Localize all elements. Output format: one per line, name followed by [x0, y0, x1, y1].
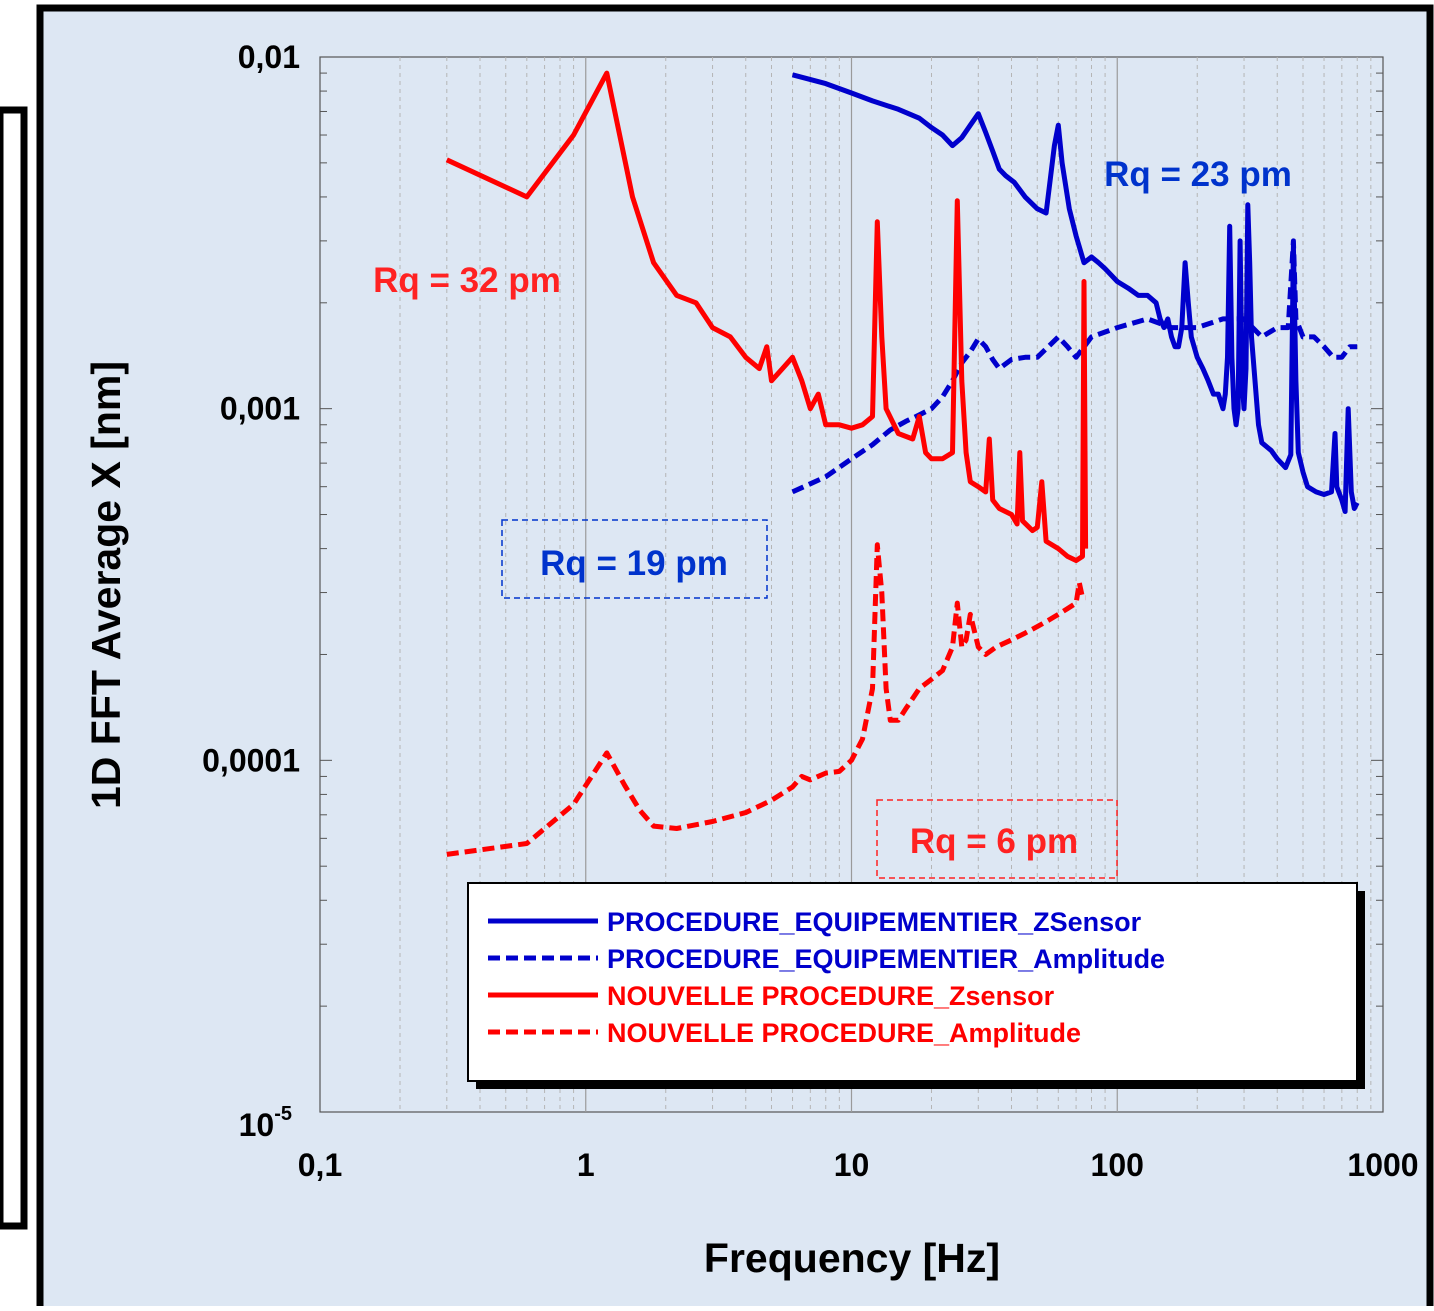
legend-box: [467, 882, 1358, 1082]
left-panel-fragment: [0, 106, 28, 1230]
minor-ticks: [320, 72, 1383, 1113]
x-tick-label: 10: [834, 1147, 870, 1183]
x-tick-label: 100: [1091, 1147, 1144, 1183]
y-tick-label: 10-5: [239, 1103, 292, 1143]
annotation-label: Rq = 32 pm: [373, 261, 561, 300]
legend-label: PROCEDURE_EQUIPEMENTIER_Amplitude: [607, 944, 1165, 974]
annotation-box: [501, 519, 768, 599]
annotation-label: Rq = 19 pm: [540, 544, 728, 583]
x-tick-label: 0,1: [298, 1147, 342, 1183]
legend: PROCEDURE_EQUIPEMENTIER_ZSensor PROCEDURE…: [488, 907, 1165, 1048]
series-line-3: [446, 542, 1086, 857]
legend-label: PROCEDURE_EQUIPEMENTIER_ZSensor: [607, 907, 1142, 937]
y-tick-label: 0,001: [220, 391, 300, 427]
x-tick-label: 1000: [1347, 1147, 1418, 1183]
y-tick-labels: 0,01 0,001 0,0001 10-5: [202, 39, 300, 1143]
y-tick-label: 0,01: [238, 39, 300, 75]
y-axis-label: 1D FFT Average X [nm]: [83, 361, 129, 809]
legend-label: NOUVELLE PROCEDURE_Zsensor: [607, 981, 1055, 1011]
y-tick-label: 0,0001: [202, 742, 300, 778]
series-line-2: [445, 70, 1089, 563]
series-line-1: [791, 238, 1358, 495]
x-axis-label: Frequency [Hz]: [704, 1235, 1000, 1281]
series-lines: [445, 70, 1360, 857]
annotations: Rq = 23 pm Rq = 32 pm Rq = 19 pm Rq = 6 pm: [373, 155, 1292, 879]
annotation-box: [876, 799, 1118, 879]
legend-label: NOUVELLE PROCEDURE_Amplitude: [607, 1018, 1081, 1048]
x-tick-label: 1: [577, 1147, 595, 1183]
x-tick-labels: 0,1 1 10 100 1000: [298, 1147, 1419, 1183]
annotation-label: Rq = 23 pm: [1104, 155, 1292, 194]
annotation-label: Rq = 6 pm: [910, 822, 1078, 861]
